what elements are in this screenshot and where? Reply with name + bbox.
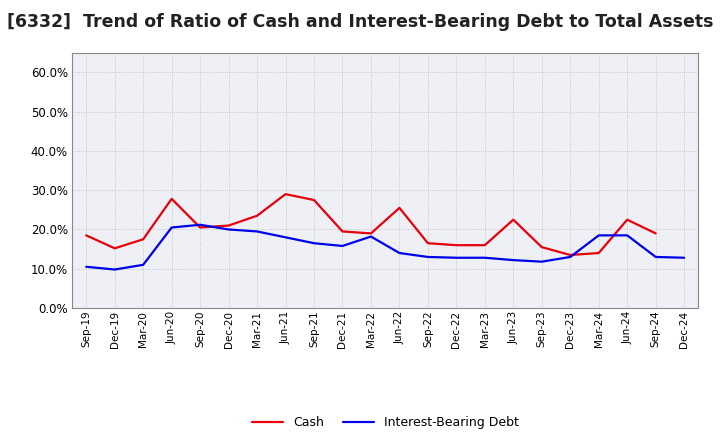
Interest-Bearing Debt — [537, 259, 546, 264]
Cash — [338, 229, 347, 234]
Interest-Bearing Debt — [623, 233, 631, 238]
Interest-Bearing Debt — [225, 227, 233, 232]
Interest-Bearing Debt — [110, 267, 119, 272]
Interest-Bearing Debt — [196, 222, 204, 227]
Interest-Bearing Debt — [253, 229, 261, 234]
Interest-Bearing Debt — [282, 235, 290, 240]
Cash — [310, 198, 318, 203]
Text: [6332]  Trend of Ratio of Cash and Interest-Bearing Debt to Total Assets: [6332] Trend of Ratio of Cash and Intere… — [6, 13, 714, 31]
Cash — [282, 191, 290, 197]
Cash — [452, 242, 461, 248]
Interest-Bearing Debt — [167, 225, 176, 230]
Cash — [196, 225, 204, 230]
Cash — [82, 233, 91, 238]
Interest-Bearing Debt — [82, 264, 91, 269]
Interest-Bearing Debt — [652, 254, 660, 260]
Interest-Bearing Debt — [680, 255, 688, 260]
Cash — [225, 223, 233, 228]
Cash — [480, 242, 489, 248]
Interest-Bearing Debt — [480, 255, 489, 260]
Cash — [595, 250, 603, 256]
Cash — [566, 253, 575, 258]
Interest-Bearing Debt — [509, 257, 518, 263]
Interest-Bearing Debt — [395, 250, 404, 256]
Interest-Bearing Debt — [338, 243, 347, 249]
Interest-Bearing Debt — [566, 254, 575, 260]
Cash — [537, 245, 546, 250]
Cash — [423, 241, 432, 246]
Cash — [253, 213, 261, 218]
Cash — [652, 231, 660, 236]
Interest-Bearing Debt — [139, 262, 148, 268]
Interest-Bearing Debt — [423, 254, 432, 260]
Cash — [509, 217, 518, 222]
Cash — [395, 205, 404, 210]
Interest-Bearing Debt — [366, 234, 375, 239]
Cash — [623, 217, 631, 222]
Line: Cash: Cash — [86, 194, 656, 255]
Legend: Cash, Interest-Bearing Debt: Cash, Interest-Bearing Debt — [247, 411, 523, 434]
Interest-Bearing Debt — [452, 255, 461, 260]
Cash — [110, 246, 119, 251]
Interest-Bearing Debt — [310, 241, 318, 246]
Interest-Bearing Debt — [595, 233, 603, 238]
Line: Interest-Bearing Debt: Interest-Bearing Debt — [86, 225, 684, 270]
Cash — [139, 237, 148, 242]
Cash — [366, 231, 375, 236]
Cash — [167, 196, 176, 202]
